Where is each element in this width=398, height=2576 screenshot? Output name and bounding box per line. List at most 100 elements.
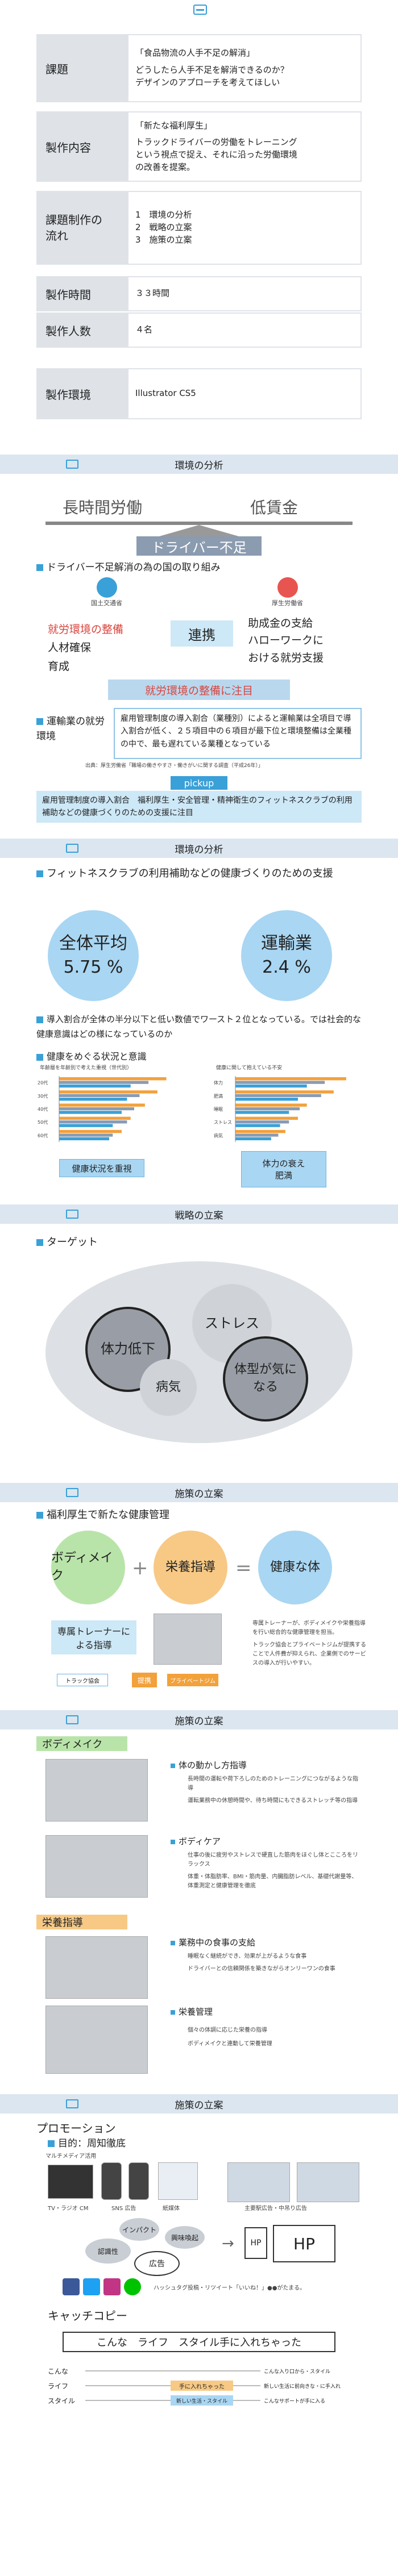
chart-bar [59, 1124, 113, 1127]
nu-item: ドライバーとの信頼関係を築きながらオンリーワンの食事 [188, 1966, 335, 1972]
bodymake-title: ボディメイク [36, 1736, 127, 1751]
info-line: トラックドライバーの労働をトレーニング [135, 137, 297, 148]
promo-purpose-text: 目的：周知徹底 [58, 2138, 126, 2149]
chart-bar [59, 1084, 131, 1088]
chart-bar [235, 1081, 325, 1084]
chart-title-right: 健康に関して抱えている不安 [216, 1065, 283, 1071]
flow-text: こんな入り口から・スタイル [264, 2369, 331, 2375]
info-line: 1 環境の分析 [135, 210, 192, 220]
chart-bar [235, 1077, 346, 1081]
chart-bar [235, 1098, 298, 1101]
bm-item: 運転業務中の休憩時間や、待ち時間にもできるストレッチ等の指導 [188, 1798, 358, 1804]
meal-photo-1 [45, 1936, 148, 1999]
section-band-env: 環境の分析 [0, 455, 398, 474]
chart-bar [235, 1137, 271, 1140]
mhlw-item: ハローワークに [248, 634, 324, 647]
chart-bar [235, 1129, 285, 1133]
ad-bubble: 広告 [134, 2251, 180, 2276]
truck-icon [66, 460, 78, 469]
info-label: 製作内容 [36, 111, 127, 182]
nu-s1-items: 睡眠なく継続ができ、効果が上がるような食事 ドライバーとの信頼関係を築きながらオ… [188, 1952, 358, 1974]
truck-assoc-tag: トラック協会 [57, 1674, 108, 1686]
transport-circle: 運輸業 2.4 % [241, 910, 332, 1001]
attention-box: 就労環境の整備に注目 [108, 680, 290, 700]
chart-tick-label: 20代 [38, 1080, 48, 1086]
chart-bar [235, 1103, 307, 1107]
media-caption: TV・ラジオ CM [48, 2206, 89, 2212]
chart-bar [235, 1120, 289, 1124]
info-label: 製作環境 [36, 368, 127, 419]
flow-tag: 手に入れちゃった [171, 2381, 233, 2391]
chart-bar [59, 1133, 113, 1137]
stretch-photo [45, 1759, 148, 1821]
driver-shortage: ドライバー不足 [136, 536, 262, 556]
transport-value: 2.4 % [262, 957, 311, 977]
tv-icon [48, 2165, 93, 2199]
source-note: 出典：厚生労働省「職場の働きやすさ・働きがいに関する調査（平成26年）」 [85, 763, 263, 769]
chart-bar [59, 1098, 127, 1101]
truck-icon [193, 5, 207, 15]
info-line: Illustrator CS5 [135, 388, 196, 399]
info-row-time: 製作時間 ３３時間 [36, 276, 362, 311]
health-heading-text: 健康をめぐる状況と意識 [47, 1051, 147, 1062]
bm-s1-items: 長時間の運転や荷下ろしのためのトレーニングにつながるような指導 運転業務中の休憩… [188, 1775, 358, 1806]
private-gym-tag: プライベートジム [167, 1674, 218, 1686]
flow-tag2: 新しい生活・スタイル [171, 2395, 233, 2406]
nu-item: 個々の体調に応じた栄養の指導 [188, 2027, 267, 2033]
long-hours-label: 長時間労働 [63, 498, 143, 517]
interest-bubble: 興味喚起 [165, 2226, 205, 2249]
cooperation-badge: 連携 [171, 620, 233, 647]
nu-item: 睡眠なく継続ができ、効果が上がるような食事 [188, 1953, 307, 1960]
twitter-icon[interactable] [83, 2278, 100, 2295]
low-wage-label: 低賃金 [250, 498, 298, 517]
info-row-env: 製作環境 Illustrator CS5 [36, 368, 362, 419]
healthy-circle: 健康な体 [258, 1531, 332, 1604]
nu-s2-title-text: 栄養管理 [179, 2007, 213, 2017]
gov-heading-text: ドライバー不足解消の為の国の取り組み [47, 562, 221, 573]
chart-bar [235, 1094, 321, 1097]
bm-s1-title: 体の動かし方指導 [171, 1759, 247, 1771]
instagram-icon[interactable] [103, 2278, 121, 2295]
flow-line [85, 2370, 260, 2371]
bodycare-photo [45, 1835, 148, 1898]
section-band-measures3: 施策の立案 [0, 2094, 398, 2114]
section-title: 施策の立案 [175, 1715, 223, 1727]
chart-bar [59, 1120, 127, 1124]
stamina-badge: 体力の衰え 肥満 [241, 1151, 326, 1187]
chart-bar [59, 1103, 145, 1107]
plus-icon: + [132, 1557, 148, 1579]
bm-s2-title: ボディケア [171, 1835, 221, 1847]
chart-bar [235, 1090, 334, 1094]
chart-bar [235, 1107, 300, 1111]
chart-tick-label: 40代 [38, 1106, 48, 1112]
media-caption: 紙媒体 [163, 2206, 180, 2212]
facebook-icon[interactable] [63, 2278, 80, 2295]
info-line: の改善を提案。 [135, 161, 196, 172]
chart-tick-label: 60代 [38, 1132, 48, 1138]
truck-icon [66, 2099, 78, 2108]
transport-label: 運輸業 [261, 933, 312, 953]
info-row-content: 製作内容 「新たな福利厚生」 トラックドライバーの労働をトレーニング という視点… [36, 111, 362, 182]
truck-icon [66, 1715, 78, 1724]
section-band-strategy: 戦略の立案 [0, 1204, 398, 1224]
welfare-bullet: 専属トレーナーが、ボディメイクや栄養指導を行い総合的な健康管理を担当。 [252, 1620, 366, 1636]
fitness-heading: フィットネスクラブの利用補助などの健康づくりのための支援 [36, 866, 362, 882]
transport-paragraph: 雇用管理制度の導入割合（業種別）によると運輸業は全項目で導入割合が低く、２５項目… [114, 708, 362, 759]
mlit-logo-icon [97, 577, 117, 598]
section-band-env2: 環境の分析 [0, 839, 398, 858]
section-title: 環境の分析 [175, 460, 223, 472]
line-icon[interactable] [124, 2278, 141, 2295]
mhlw-item: おける就労支援 [248, 651, 324, 664]
section-title: 施策の立案 [175, 1488, 223, 1500]
catch-copy: こんな ライフ スタイル手に入れちゃった [63, 2332, 335, 2352]
chart-tick-label: 睡眠 [214, 1107, 223, 1112]
nu-s1-title: 業務中の食事の支給 [171, 1936, 255, 1948]
sns-icons [63, 2278, 141, 2295]
chart-bar [59, 1111, 122, 1114]
mlit-item: 就労環境の整備 [48, 623, 124, 636]
chart-bar [235, 1084, 307, 1088]
copy-title: キャッチコピー [48, 2309, 127, 2323]
balance-pivot [159, 525, 239, 536]
nu-s2-items: 個々の体調に応じた栄養の指導 ボディメイクと連動して栄養管理 [188, 2024, 358, 2051]
chart-tick-label: ストレス [214, 1120, 232, 1125]
